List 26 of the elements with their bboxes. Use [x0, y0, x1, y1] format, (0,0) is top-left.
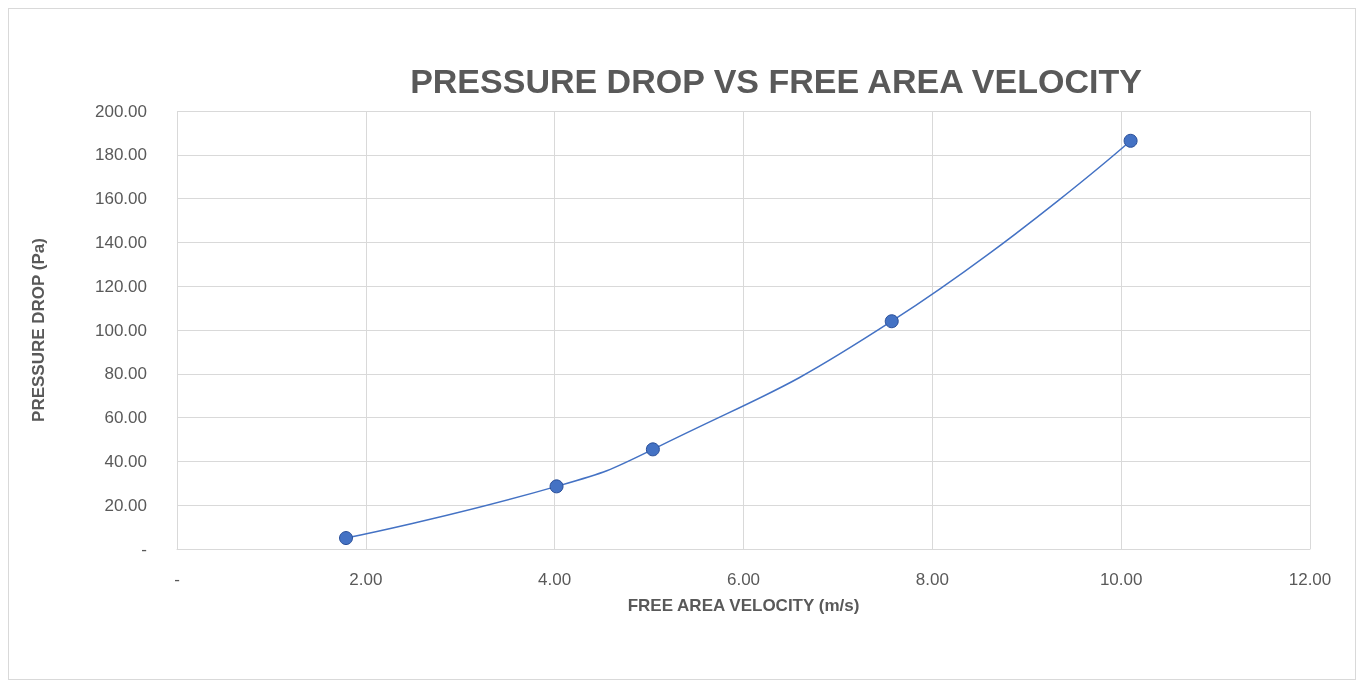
x-tick-label: 10.00: [1099, 570, 1143, 589]
y-tick-label: 100.00: [95, 320, 147, 340]
y-tick-label: 160.00: [95, 189, 147, 209]
y-tick-label: 200.00: [95, 101, 147, 121]
y-axis-title: PRESSURE DROP (Pa): [29, 238, 48, 422]
chart-title: PRESSURE DROP VS FREE AREA VELOCITY: [410, 62, 1143, 100]
x-tick-label: 6.00: [726, 570, 761, 589]
y-tick-label: 40.00: [104, 451, 147, 471]
x-axis-title: FREE AREA VELOCITY (m/s): [627, 596, 860, 615]
y-tick-label: 120.00: [95, 276, 147, 296]
point: [1123, 133, 1138, 148]
x-tick-label: 2.00: [349, 570, 383, 589]
x-tick-label: 4.00: [538, 570, 572, 589]
y-tick-label: 180.00: [95, 145, 147, 165]
y-tick-label: 20.00: [104, 495, 147, 515]
x-tick-label: 12.00: [1288, 570, 1332, 589]
x-tick-label: -: [174, 570, 180, 589]
x-tick-label: 8.00: [915, 570, 949, 589]
y-tick-label: 60.00: [104, 408, 147, 428]
point: [645, 442, 660, 457]
point: [339, 531, 354, 546]
point: [549, 479, 564, 494]
point: [884, 314, 899, 329]
y-tick-label: 140.00: [95, 232, 147, 252]
y-tick-label: 80.00: [104, 364, 147, 384]
y-tick-label: -: [141, 539, 147, 559]
